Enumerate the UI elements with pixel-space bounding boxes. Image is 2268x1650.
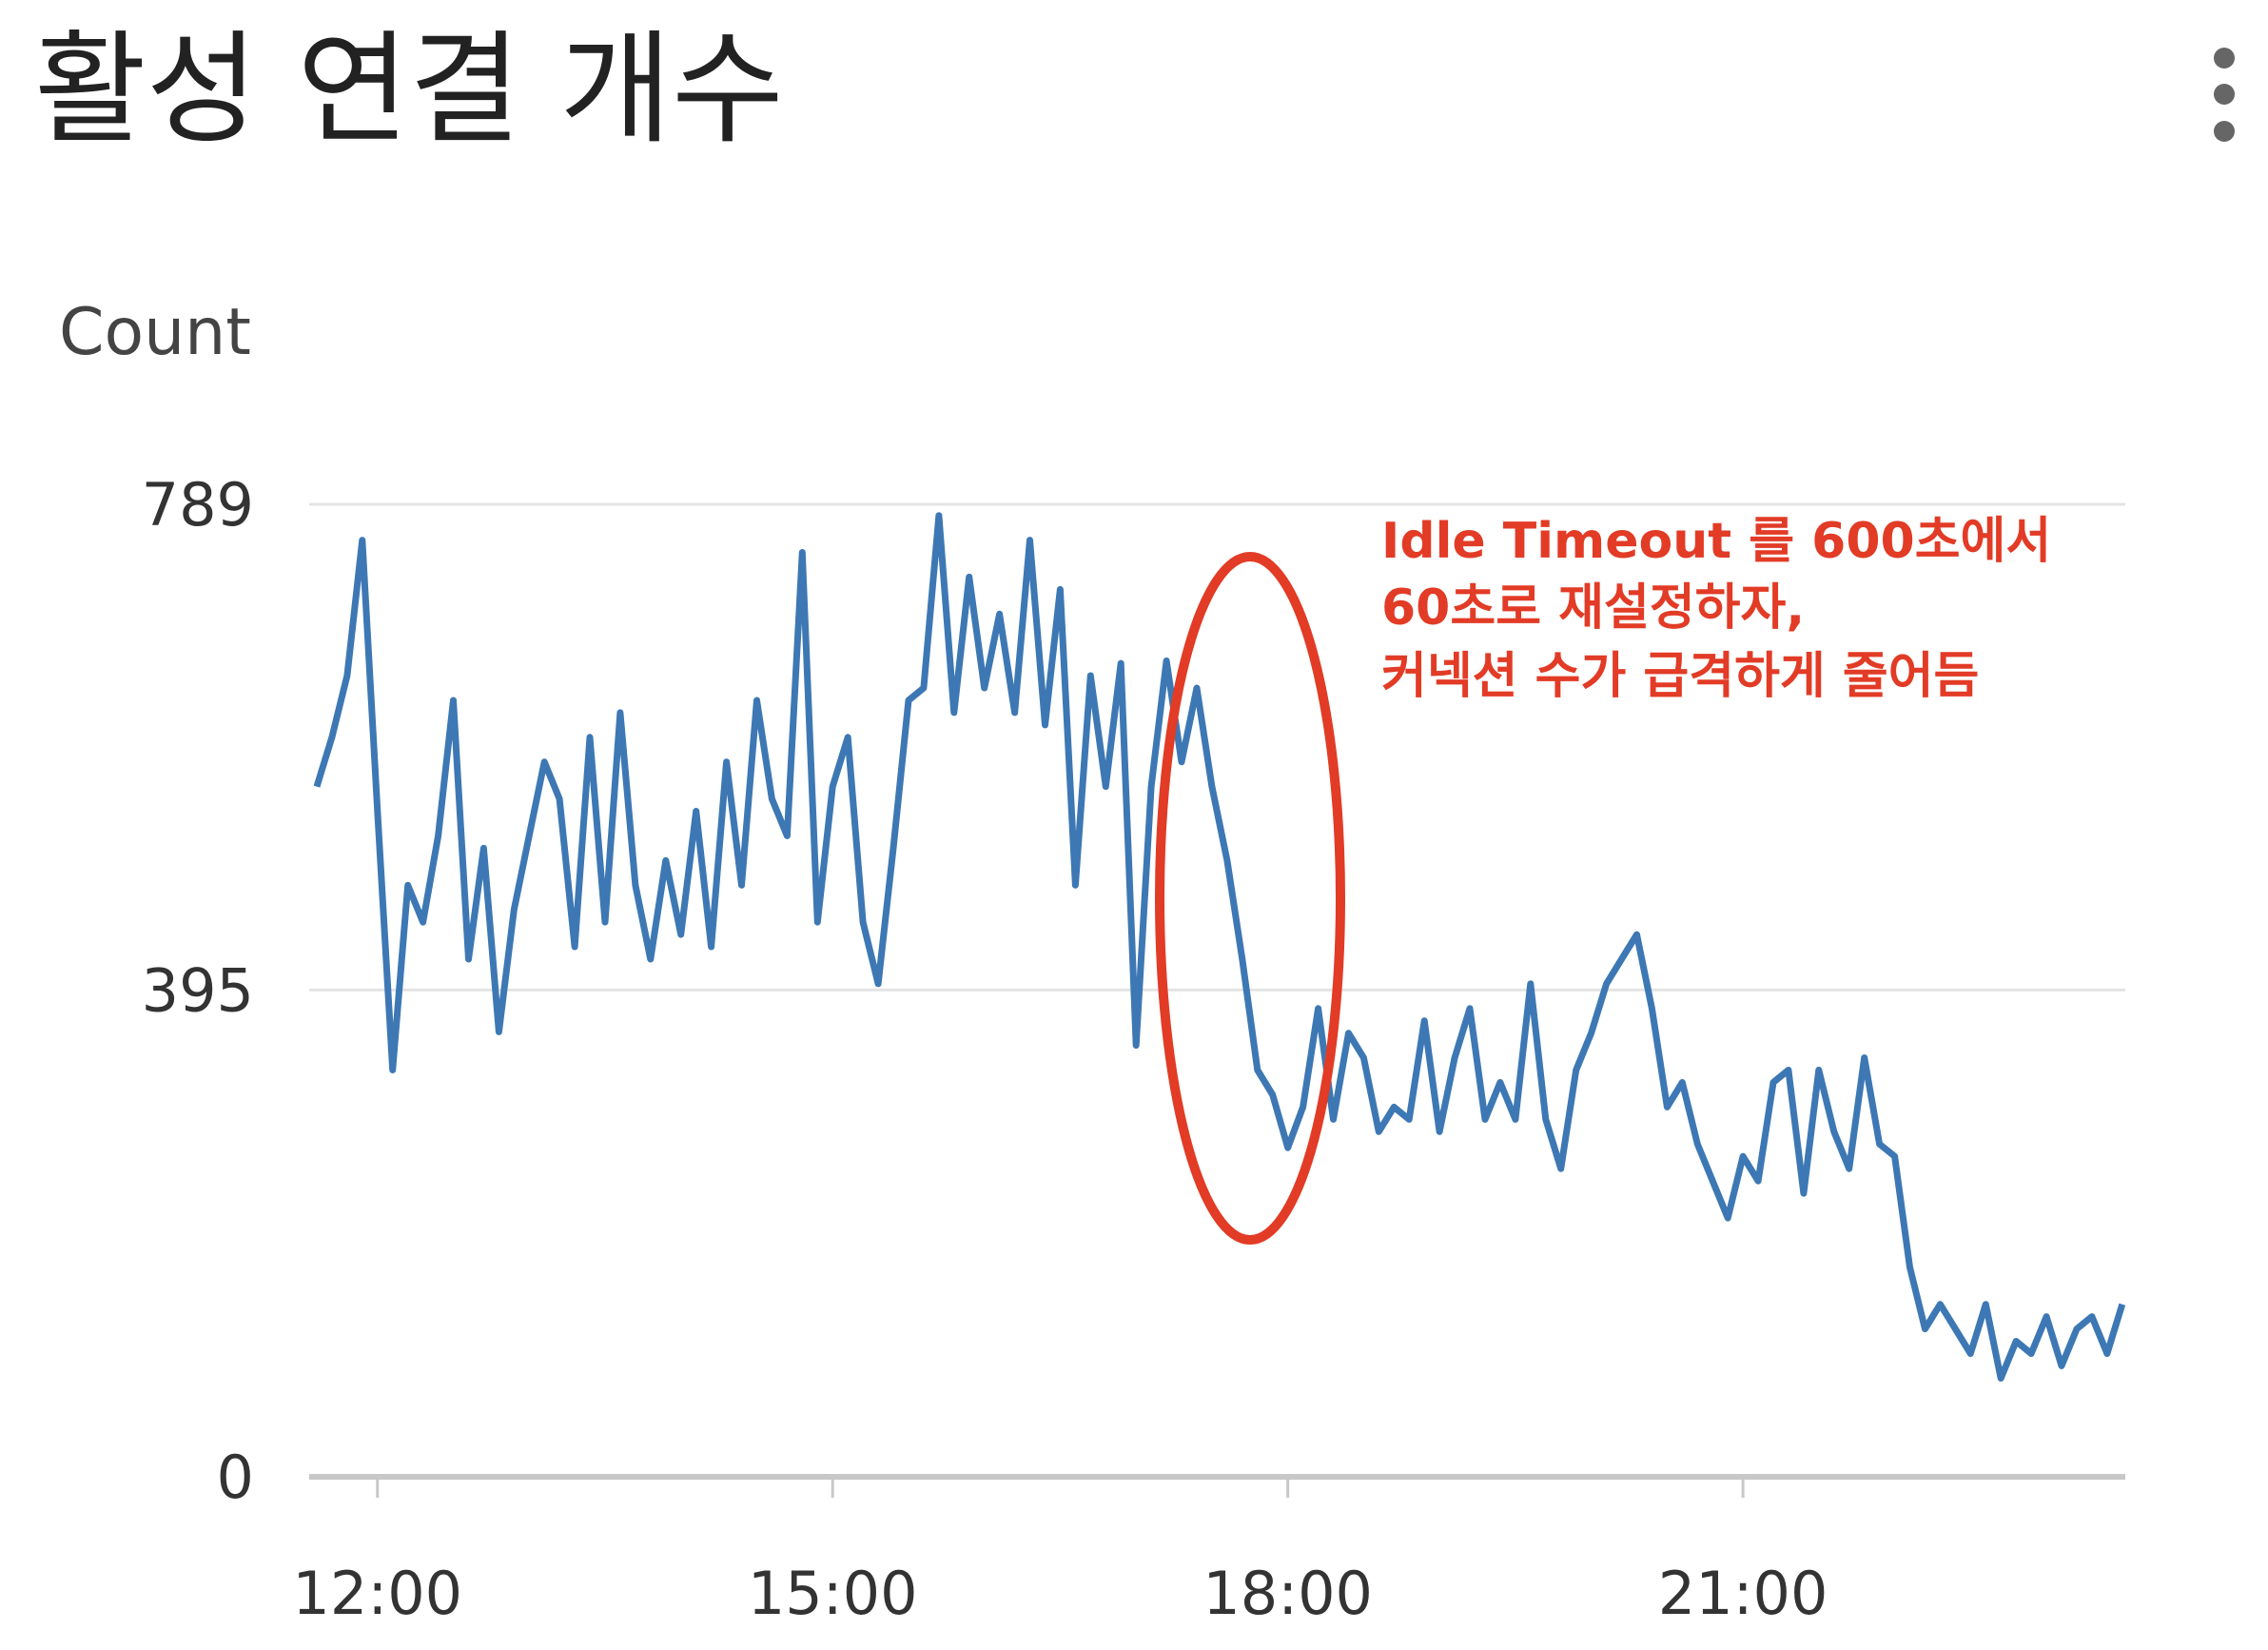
y-tick-label: 789 (142, 470, 254, 540)
menu-dot[interactable] (2214, 48, 2235, 69)
x-tick-label: 12:00 (292, 1559, 462, 1628)
x-tick-label: 21:00 (1658, 1559, 1828, 1628)
menu-dot[interactable] (2214, 121, 2235, 142)
x-tick-label: 15:00 (748, 1559, 918, 1628)
highlight-ellipse (1155, 552, 1345, 1245)
y-axis-label: Count (59, 295, 251, 370)
plot: 0 395 789 12:00 15:00 18:00 21:00 (142, 470, 2126, 1628)
data-line (313, 512, 2126, 1382)
annotation: 커넥션 수가 급격하게 줄어듬 (1381, 648, 1979, 705)
x-tick-label: 18:00 (1202, 1559, 1373, 1628)
y-tick-label: 395 (142, 955, 254, 1025)
y-tick-label: 0 (217, 1443, 254, 1512)
annotation: 60초로 재설정하자, (1381, 579, 1805, 637)
annotation: Idle Timeout 를 600초에서 (1381, 513, 2051, 570)
menu-dot[interactable] (2214, 84, 2235, 105)
chart-title: 활성 연결 개수 (34, 19, 784, 161)
